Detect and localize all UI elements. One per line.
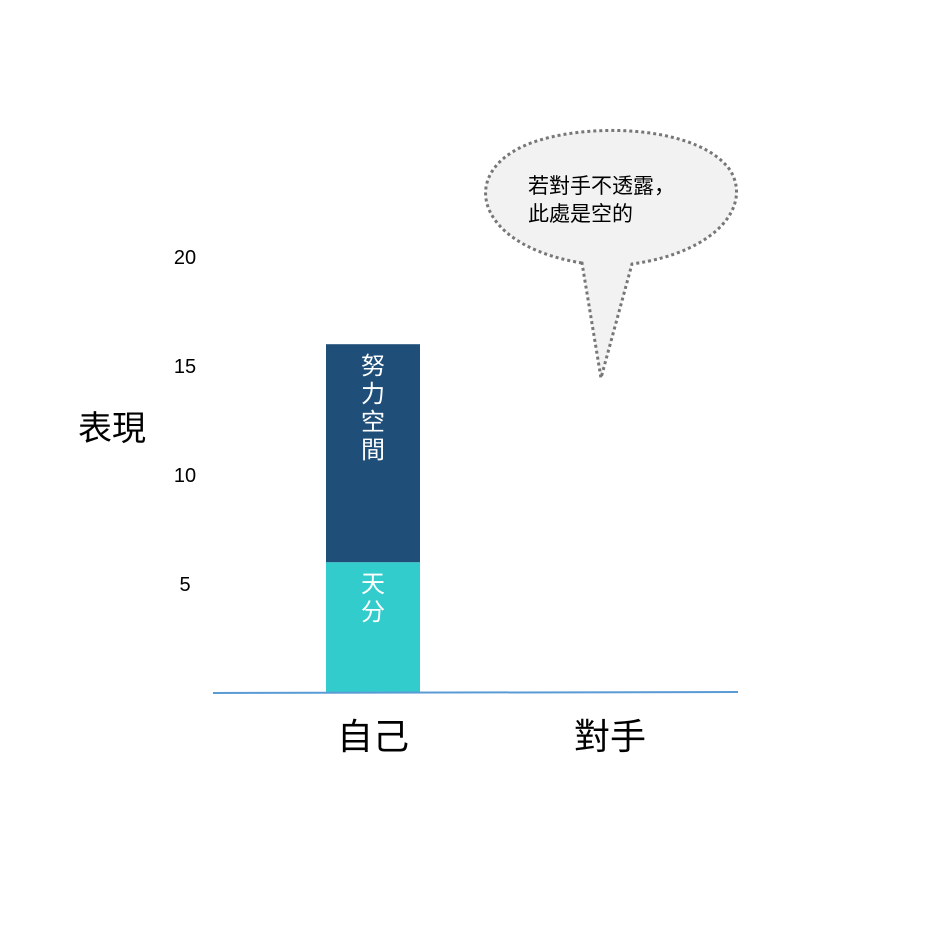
x-category-label: 對手 xyxy=(574,717,646,758)
bar-segment-label: 力 xyxy=(361,380,385,408)
category-labels: 自己 對手 xyxy=(337,717,646,758)
bar-segment-label: 分 xyxy=(361,598,385,626)
y-tick-label: 15 xyxy=(174,356,196,378)
x-axis-line xyxy=(212,691,739,694)
bar-segment xyxy=(326,344,420,563)
x-category-label: 自己 xyxy=(337,717,409,758)
bar-segment-label: 間 xyxy=(361,436,385,464)
y-tick-label: 5 xyxy=(179,574,190,596)
bar-segment xyxy=(326,562,420,693)
bar-segment-label: 空 xyxy=(361,408,385,436)
y-tick-label: 20 xyxy=(174,247,196,269)
y-tick-labels: 5 10 15 20 xyxy=(174,247,196,596)
bar-segment-label: 天 xyxy=(361,570,385,598)
speech-callout xyxy=(484,128,738,379)
callout-line-1: 若對手不透露， xyxy=(528,174,675,198)
y-axis-label: 表現 xyxy=(78,409,146,449)
bar-segment-label: 努 xyxy=(361,352,385,380)
bars xyxy=(326,344,420,693)
callout-text: 若對手不透露， 此處是空的 xyxy=(528,172,718,228)
callout-bubble-icon xyxy=(484,128,738,379)
y-tick-label: 10 xyxy=(174,465,196,487)
callout-line-2: 此處是空的 xyxy=(528,202,633,226)
